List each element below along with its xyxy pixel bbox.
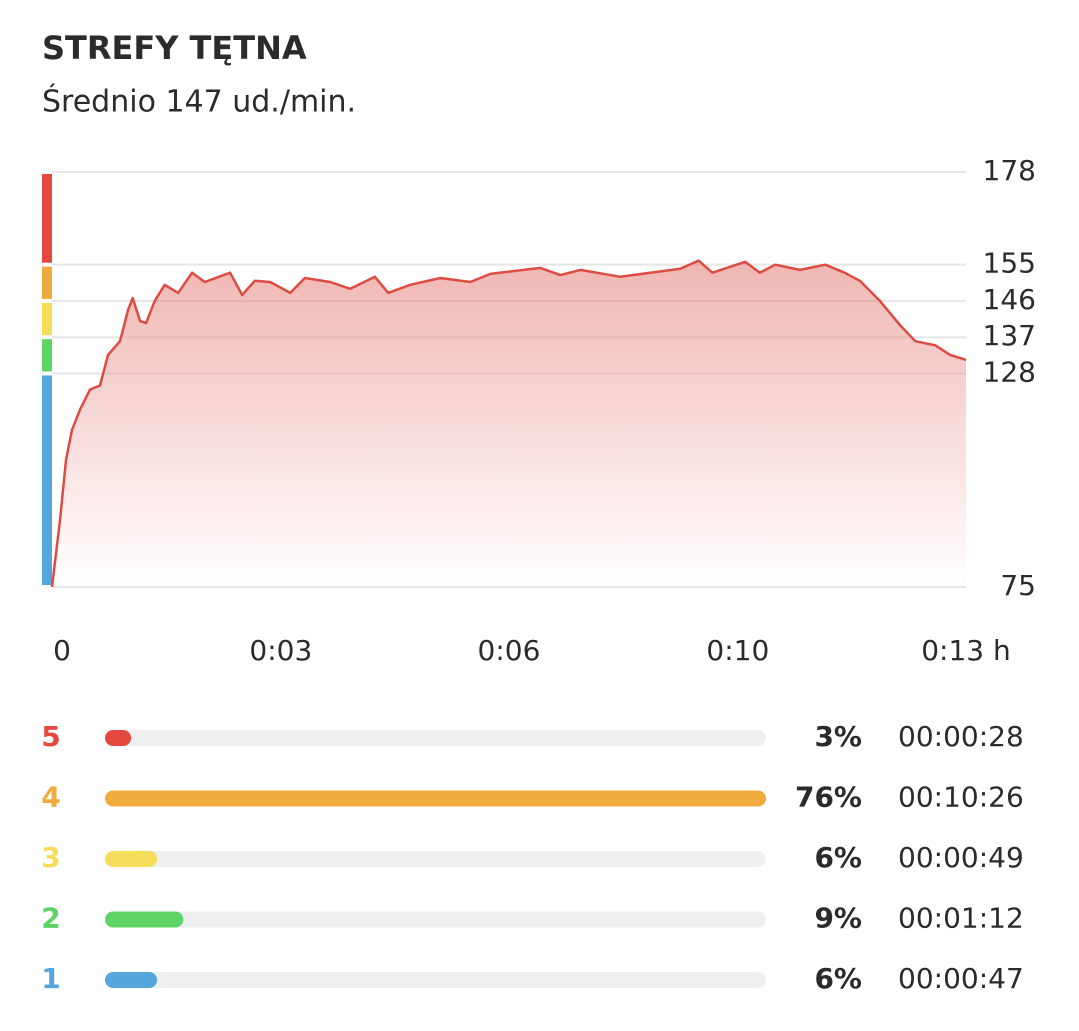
x-tick-label: 0:03 — [249, 634, 312, 667]
y-tick-label: 75 — [1000, 569, 1036, 602]
y-tick-label: 146 — [983, 283, 1036, 316]
zone-band — [42, 375, 52, 585]
bar-track — [105, 911, 766, 928]
time-label: 00:00:47 — [898, 962, 1024, 995]
percent-label: 3% — [814, 720, 862, 753]
x-tick-label: 0:10 — [706, 634, 769, 667]
percent-label: 76% — [795, 781, 862, 814]
line — [50, 259, 967, 588]
zone-band — [42, 339, 52, 372]
time-label: 00:00:28 — [898, 720, 1024, 753]
bar — [105, 851, 158, 867]
subtitle: Średnio 147 ud./min. — [42, 83, 356, 120]
bar-track — [105, 851, 766, 867]
percent-label: 6% — [814, 841, 862, 874]
bar — [105, 911, 184, 928]
x-tick-label: 0:13 h — [921, 634, 1011, 667]
bar — [105, 730, 132, 746]
bar — [105, 790, 766, 807]
zone-band — [42, 174, 52, 263]
percent-label: 9% — [814, 902, 862, 935]
bar-track — [105, 730, 766, 746]
percent-label: 6% — [814, 962, 862, 995]
x-tick-label: 0 — [53, 634, 71, 667]
bar — [105, 972, 158, 988]
zone-label: 5 — [41, 720, 60, 753]
title: STREFY TĘTNA — [42, 29, 307, 67]
y-tick-label: 128 — [983, 355, 1036, 388]
zone-band — [42, 266, 52, 299]
zone-band — [42, 302, 52, 336]
bar-track — [105, 972, 766, 988]
zone-label: 4 — [41, 781, 60, 814]
x-tick-label: 0:06 — [478, 634, 541, 667]
time-label: 00:01:12 — [898, 902, 1024, 935]
zone-label: 3 — [41, 841, 60, 874]
time-label: 00:00:49 — [898, 841, 1024, 874]
zone-label: 1 — [41, 962, 60, 995]
y-tick-label: 178 — [983, 154, 1036, 187]
area — [52, 260, 966, 587]
y-tick-label: 155 — [983, 247, 1036, 280]
time-label: 00:10:26 — [898, 781, 1024, 814]
y-tick-label: 137 — [983, 319, 1036, 352]
zone-label: 2 — [41, 902, 60, 935]
